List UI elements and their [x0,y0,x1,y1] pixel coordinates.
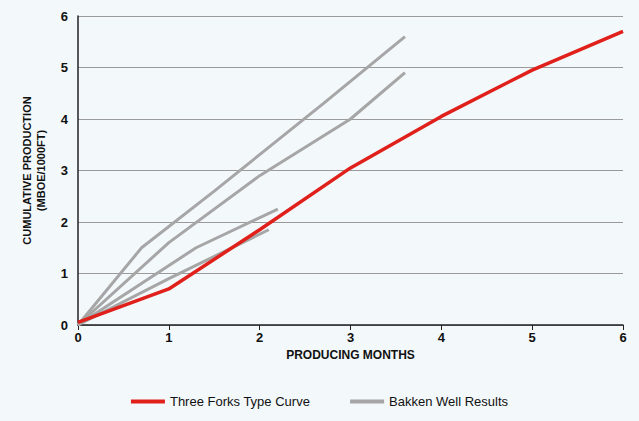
svg-text:2: 2 [256,330,263,345]
svg-text:5: 5 [61,60,68,75]
svg-text:5: 5 [529,330,536,345]
svg-text:6: 6 [61,9,68,24]
svg-text:1: 1 [165,330,172,345]
svg-text:0: 0 [61,318,68,333]
svg-text:CUMULATIVE PRODUCTION: CUMULATIVE PRODUCTION [21,96,33,244]
svg-text:6: 6 [619,330,626,345]
svg-text:Three Forks Type Curve: Three Forks Type Curve [170,394,310,409]
svg-text:4: 4 [61,112,69,127]
svg-text:0: 0 [74,330,81,345]
svg-text:1: 1 [61,266,68,281]
svg-text:Bakken Well Results: Bakken Well Results [389,394,508,409]
svg-text:3: 3 [61,163,68,178]
svg-text:2: 2 [61,215,68,230]
svg-text:3: 3 [347,330,354,345]
svg-text:4: 4 [438,330,446,345]
svg-text:(MBOE/1000FT): (MBOE/1000FT) [35,130,47,212]
svg-text:PRODUCING MONTHS: PRODUCING MONTHS [286,348,415,362]
